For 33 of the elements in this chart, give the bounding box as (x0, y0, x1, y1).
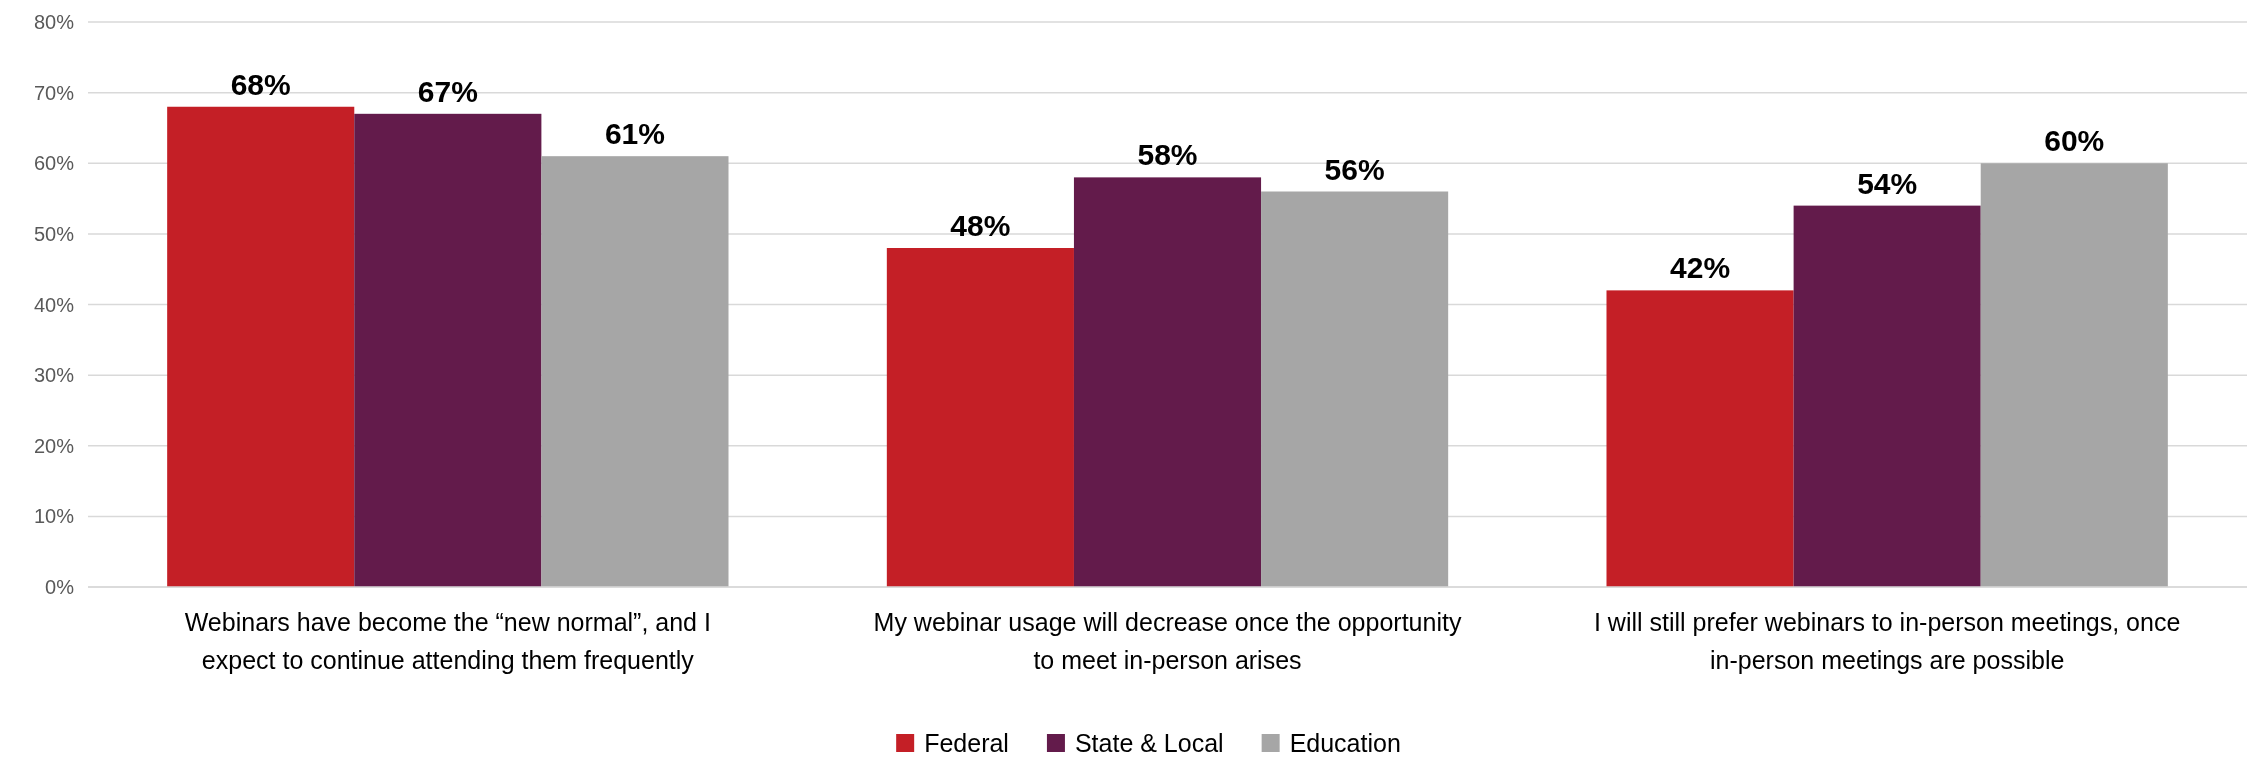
x-tick-label: My webinar usage will decrease once the opportunity to meet in-person arises (873, 608, 1462, 674)
y-tick-label: 10% (33, 505, 75, 528)
bar (541, 156, 729, 587)
legend-label: Federal (924, 728, 1009, 757)
bar (1793, 205, 1981, 587)
bar (1261, 191, 1449, 587)
data-label: 61% (604, 117, 665, 151)
y-tick-label: 30% (33, 364, 75, 387)
y-tick-label: 60% (33, 152, 75, 175)
bar (1606, 290, 1794, 587)
data-label: 60% (2044, 124, 2105, 158)
legend-label: Education (1289, 728, 1401, 757)
x-tick-label: Webinars have become the “new normal”, and I expect to continue attending them frequently (184, 608, 711, 674)
data-label: 54% (1857, 166, 1918, 200)
y-tick-label: 0% (45, 576, 75, 598)
data-label: 67% (417, 74, 478, 108)
bar (886, 248, 1074, 587)
y-tick-label: 50% (33, 222, 75, 245)
y-tick-label: 80% (33, 11, 75, 33)
legend-label: State & Local (1074, 728, 1224, 757)
bar (167, 106, 355, 587)
y-tick-label: 40% (33, 293, 75, 316)
y-tick-label: 20% (33, 434, 75, 457)
y-tick-label: 70% (33, 81, 75, 104)
bar (354, 113, 542, 587)
data-label: 68% (230, 67, 291, 101)
data-label: 48% (950, 209, 1011, 242)
data-label: 56% (1324, 152, 1385, 186)
bar (1980, 163, 2168, 587)
bar (1073, 177, 1262, 587)
x-tick-label: I will still prefer webinars to in-person meetings, once in-person meetings are possible (1593, 608, 2181, 674)
data-label: 58% (1137, 138, 1198, 172)
data-label: 42% (1670, 251, 1731, 285)
